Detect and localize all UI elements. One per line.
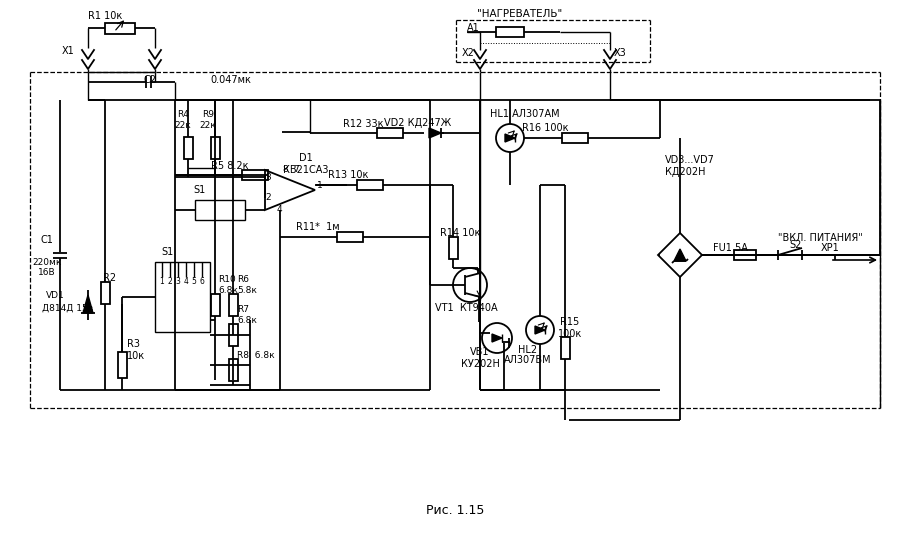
Text: HL1 АЛ307АМ: HL1 АЛ307АМ — [490, 109, 560, 119]
Text: VD1: VD1 — [46, 290, 65, 300]
Text: Х3: Х3 — [614, 48, 627, 58]
Text: C1: C1 — [41, 235, 54, 245]
Text: HL2: HL2 — [519, 345, 538, 355]
Text: R4
22к: R4 22к — [175, 110, 191, 129]
Polygon shape — [535, 326, 545, 334]
Bar — [228, 359, 238, 381]
Bar — [117, 352, 126, 378]
Bar — [734, 250, 756, 260]
Text: R14 10к: R14 10к — [440, 228, 480, 238]
Text: КД202Н: КД202Н — [665, 167, 705, 177]
Bar — [496, 27, 524, 37]
Polygon shape — [429, 128, 441, 138]
Text: "НАГРЕВАТЕЛЬ": "НАГРЕВАТЕЛЬ" — [478, 9, 562, 19]
Text: 4: 4 — [184, 277, 188, 287]
Bar — [184, 137, 193, 159]
Text: S1: S1 — [162, 247, 174, 257]
Text: 1: 1 — [317, 181, 323, 189]
Text: R16 100к: R16 100к — [521, 123, 568, 133]
Text: FU1 5А: FU1 5А — [713, 243, 747, 253]
Text: 3: 3 — [176, 277, 180, 287]
Bar — [562, 133, 588, 143]
Text: VB1
КУ202Н: VB1 КУ202Н — [460, 347, 500, 369]
Text: 220мк
16В: 220мк 16В — [33, 258, 62, 277]
Text: D1
КВ21СА3: D1 КВ21СА3 — [283, 153, 329, 175]
Text: 7: 7 — [293, 165, 298, 175]
Text: А1: А1 — [467, 23, 480, 33]
Text: Х1: Х1 — [62, 46, 75, 56]
Text: Рис. 1.15: Рис. 1.15 — [426, 504, 484, 516]
Bar — [228, 324, 238, 346]
Bar — [155, 262, 210, 332]
Text: "ВКЛ. ПИТАНИЯ": "ВКЛ. ПИТАНИЯ" — [778, 233, 863, 243]
Text: R3
10к: R3 10к — [127, 339, 145, 361]
Text: S2: S2 — [790, 240, 803, 250]
Bar — [449, 237, 458, 259]
Text: R1 10к: R1 10к — [88, 11, 122, 21]
Text: 3: 3 — [265, 172, 271, 182]
Text: R13 10к: R13 10к — [328, 170, 369, 180]
Text: R10
6.8к: R10 6.8к — [218, 275, 238, 295]
Text: R7
6.8к: R7 6.8к — [237, 305, 257, 325]
Text: 1: 1 — [159, 277, 165, 287]
Text: Х2: Х2 — [462, 48, 475, 58]
Text: R12 33к: R12 33к — [343, 119, 383, 129]
Bar — [242, 170, 268, 180]
Text: 8: 8 — [282, 165, 288, 175]
Text: 0.047мк: 0.047мк — [210, 75, 251, 85]
Bar — [105, 22, 135, 34]
Text: VT1  КТ940А: VT1 КТ940А — [435, 303, 498, 313]
Bar — [100, 282, 109, 304]
Polygon shape — [505, 134, 515, 142]
Text: R5 8.2к: R5 8.2к — [211, 161, 248, 171]
Polygon shape — [674, 249, 686, 261]
Bar — [561, 337, 570, 359]
Polygon shape — [492, 334, 502, 342]
Bar — [228, 294, 238, 316]
Text: 4: 4 — [277, 206, 282, 214]
Text: 5: 5 — [192, 277, 197, 287]
Text: R9
22к: R9 22к — [199, 110, 217, 129]
Text: 6: 6 — [199, 277, 205, 287]
Text: R15
100к: R15 100к — [558, 317, 582, 339]
Text: VD3...VD7: VD3...VD7 — [665, 155, 715, 165]
Text: VD2 КД247Ж: VD2 КД247Ж — [384, 118, 451, 128]
Text: R11*  1м: R11* 1м — [296, 222, 339, 232]
Bar — [210, 294, 219, 316]
Text: R2: R2 — [104, 273, 116, 283]
Text: 2: 2 — [167, 277, 172, 287]
Text: АЛ307ВМ: АЛ307ВМ — [504, 355, 551, 365]
Text: R8  6.8к: R8 6.8к — [237, 350, 275, 360]
Text: C2: C2 — [144, 75, 157, 85]
Text: 2: 2 — [265, 194, 271, 202]
Polygon shape — [83, 295, 93, 313]
Bar — [195, 200, 245, 220]
Text: R6
5.8к: R6 5.8к — [237, 275, 257, 295]
Bar — [337, 232, 363, 242]
Text: ХР1: ХР1 — [821, 243, 839, 253]
Bar — [377, 128, 403, 138]
Bar — [357, 180, 383, 190]
Text: S1: S1 — [193, 185, 205, 195]
Bar — [210, 137, 219, 159]
Text: Д814Д 15в: Д814Д 15в — [43, 304, 94, 312]
